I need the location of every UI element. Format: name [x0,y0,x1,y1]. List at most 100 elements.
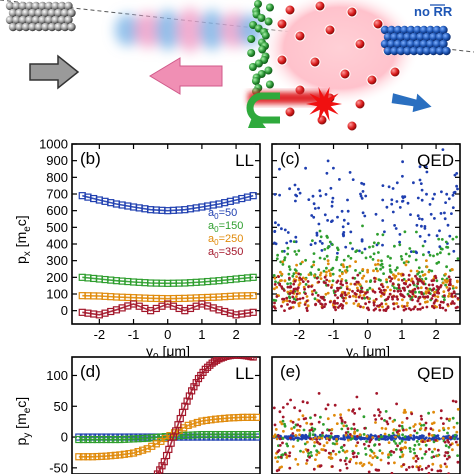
data-point [139,446,147,454]
data-point [419,414,423,418]
data-point [445,265,448,269]
data-point [304,283,308,286]
data-point [88,435,97,444]
data-point [393,244,396,248]
data-point [309,243,313,247]
data-point [432,436,436,440]
data-point [281,419,285,423]
data-point [297,428,301,432]
data-point [310,454,313,457]
data-point [325,266,328,270]
data-point [294,457,298,461]
data-point [193,431,201,439]
data-point [396,289,400,293]
data-point [297,418,301,421]
y-tick-label: 100 [46,368,68,383]
xlabel-main: y [146,343,153,359]
data-point [330,200,334,204]
data-point [442,290,446,293]
electron [258,45,267,54]
electron [426,39,435,49]
data-point [98,435,106,444]
y-tick-label: 0 [61,430,68,445]
data-point [313,207,317,210]
data-point [330,428,334,431]
data-point [424,421,428,425]
data-point [297,304,301,308]
y-tick-label: 600 [46,203,68,218]
data-point [427,270,431,274]
data-point [404,410,407,414]
data-point [348,460,352,464]
data-point [293,406,296,410]
data-point [434,274,437,278]
data-point [221,430,229,439]
data-point [432,287,436,291]
data-point [379,278,382,282]
data-point [435,285,439,288]
data-point [353,282,357,286]
data-point [320,448,324,451]
data-point [356,441,360,444]
no-rr-label: no RR [414,4,453,19]
electron [416,46,425,56]
electron-bunch-gray [5,1,76,32]
data-point [413,287,417,291]
electron [54,8,63,18]
data-point [395,266,399,270]
data-point [348,295,352,299]
data-point [404,307,408,311]
data-point [79,453,87,461]
data-point [452,425,456,429]
data-point [398,424,401,428]
data-point [450,294,453,298]
data-point [339,458,342,462]
data-point [424,165,428,169]
data-point [289,436,292,440]
data-point [184,421,192,429]
legend-entry: a0=50 [208,207,237,221]
plot-frame [71,143,261,325]
data-point [421,244,425,248]
data-point [286,290,290,294]
data-point [274,456,277,460]
data-point [354,293,358,296]
data-point [355,280,359,284]
data-point [422,253,425,257]
data-point [387,461,390,465]
data-point [454,400,458,404]
data-point [380,417,383,421]
data-point [407,307,411,310]
data-point [400,465,403,468]
data-point [312,215,316,219]
series-line [78,416,257,458]
data-point [275,295,279,298]
data-point [288,296,292,300]
data-point [351,289,354,293]
data-point [337,450,341,454]
data-point [202,416,211,425]
data-point [331,279,335,283]
electron [429,46,438,56]
data-point [318,189,322,193]
data-point [351,178,355,182]
ylabel-unit-end: c] [13,215,29,226]
data-point [395,200,399,203]
data-point [318,239,322,243]
data-point [306,304,310,308]
data-point [305,309,309,312]
data-point [317,392,321,395]
data-point [278,282,282,286]
data-point [340,209,344,213]
electron [41,22,50,32]
data-point [281,300,285,304]
data-point [423,452,427,456]
data-point [383,419,386,422]
data-point [427,291,431,295]
data-point [396,305,400,309]
data-point [376,269,379,273]
data-point [414,274,417,278]
data-point [314,303,317,307]
data-point [436,289,440,293]
